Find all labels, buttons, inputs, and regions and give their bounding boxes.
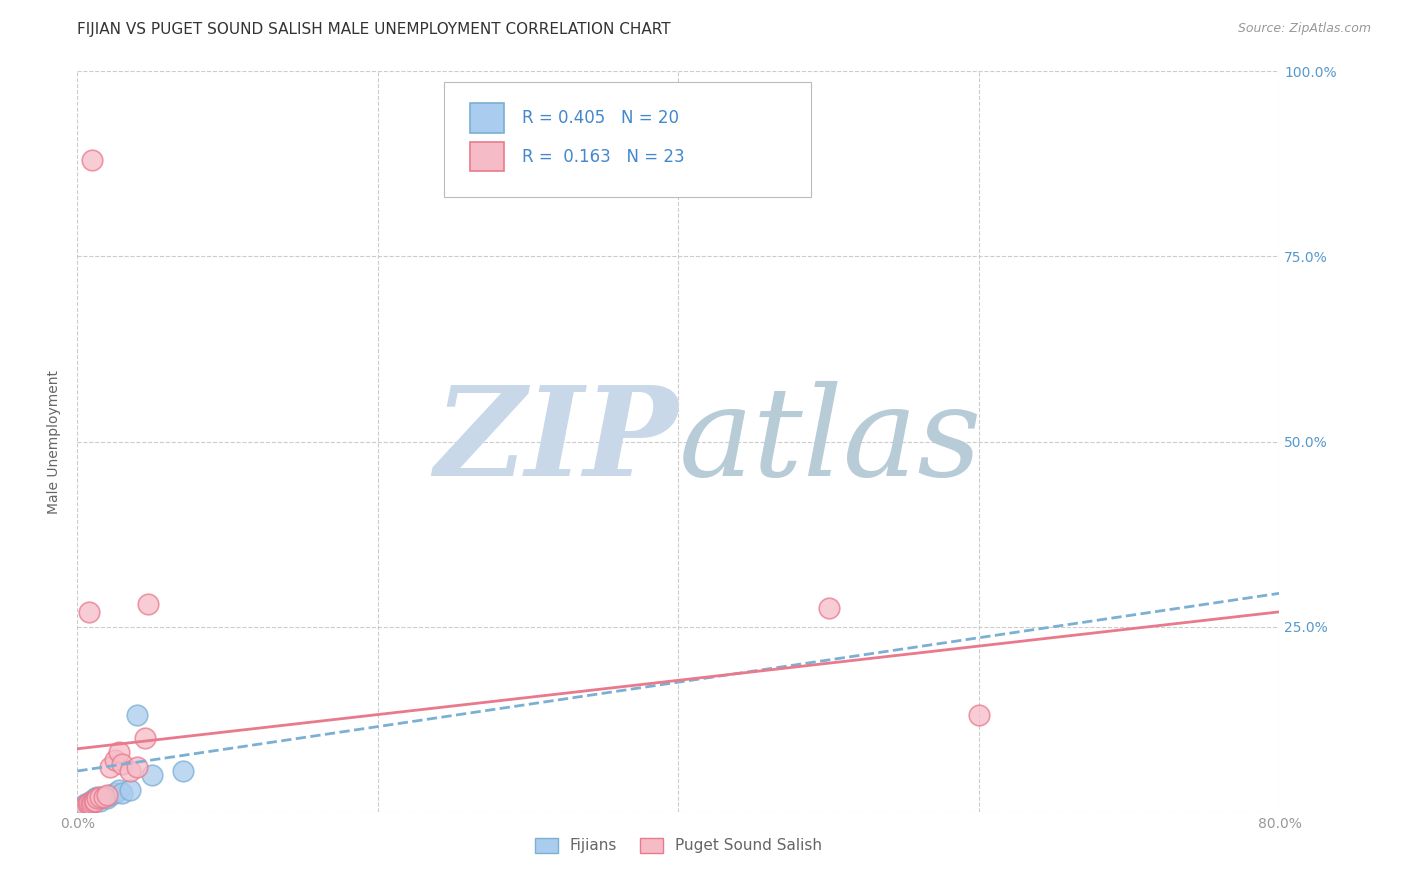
Point [73,798,96,813]
Point [127,760,149,774]
Point [141,767,163,781]
Point [93,789,115,804]
Point [93,789,115,804]
Point [111,786,134,800]
Point [79,796,101,810]
Point [89,789,111,804]
Point [118,782,141,797]
Legend: Fijians, Puget Sound Salish: Fijians, Puget Sound Salish [529,832,828,860]
Point [96,789,118,803]
Point [82,795,104,809]
Point [100,760,122,774]
Text: FIJIAN VS PUGET SOUND SALISH MALE UNEMPLOYMENT CORRELATION CHART: FIJIAN VS PUGET SOUND SALISH MALE UNEMPL… [77,22,671,37]
Point [83,794,105,808]
Point [96,791,118,805]
Point [80,797,103,812]
Point [104,786,127,800]
Point [82,153,104,168]
Point [79,797,101,812]
Point [90,791,112,805]
Point [100,789,122,803]
Point [76,796,98,810]
Point [80,794,103,808]
Text: R = 0.405   N = 20: R = 0.405 N = 20 [522,109,679,127]
Point [86,789,108,804]
Point [111,756,134,771]
Point [127,708,149,723]
Point [79,605,101,619]
Point [73,797,96,812]
Point [104,753,127,767]
Point [967,708,990,723]
FancyBboxPatch shape [444,82,811,197]
Point [118,764,141,778]
Text: ZIP: ZIP [434,381,679,502]
Point [84,791,107,805]
Text: Source: ZipAtlas.com: Source: ZipAtlas.com [1237,22,1371,36]
Point [134,731,156,745]
Point [108,782,131,797]
Bar [471,142,505,171]
Y-axis label: Male Unemployment: Male Unemployment [48,369,62,514]
Point [172,764,194,778]
Point [84,794,107,808]
Bar [471,103,505,133]
Point [83,794,105,808]
Point [86,791,108,805]
Point [136,598,159,612]
Text: R =  0.163   N = 23: R = 0.163 N = 23 [522,147,685,166]
Text: atlas: atlas [679,381,981,502]
Point [89,794,111,808]
Point [76,797,98,812]
Point [817,601,839,615]
Point [108,746,131,760]
Point [82,795,104,809]
